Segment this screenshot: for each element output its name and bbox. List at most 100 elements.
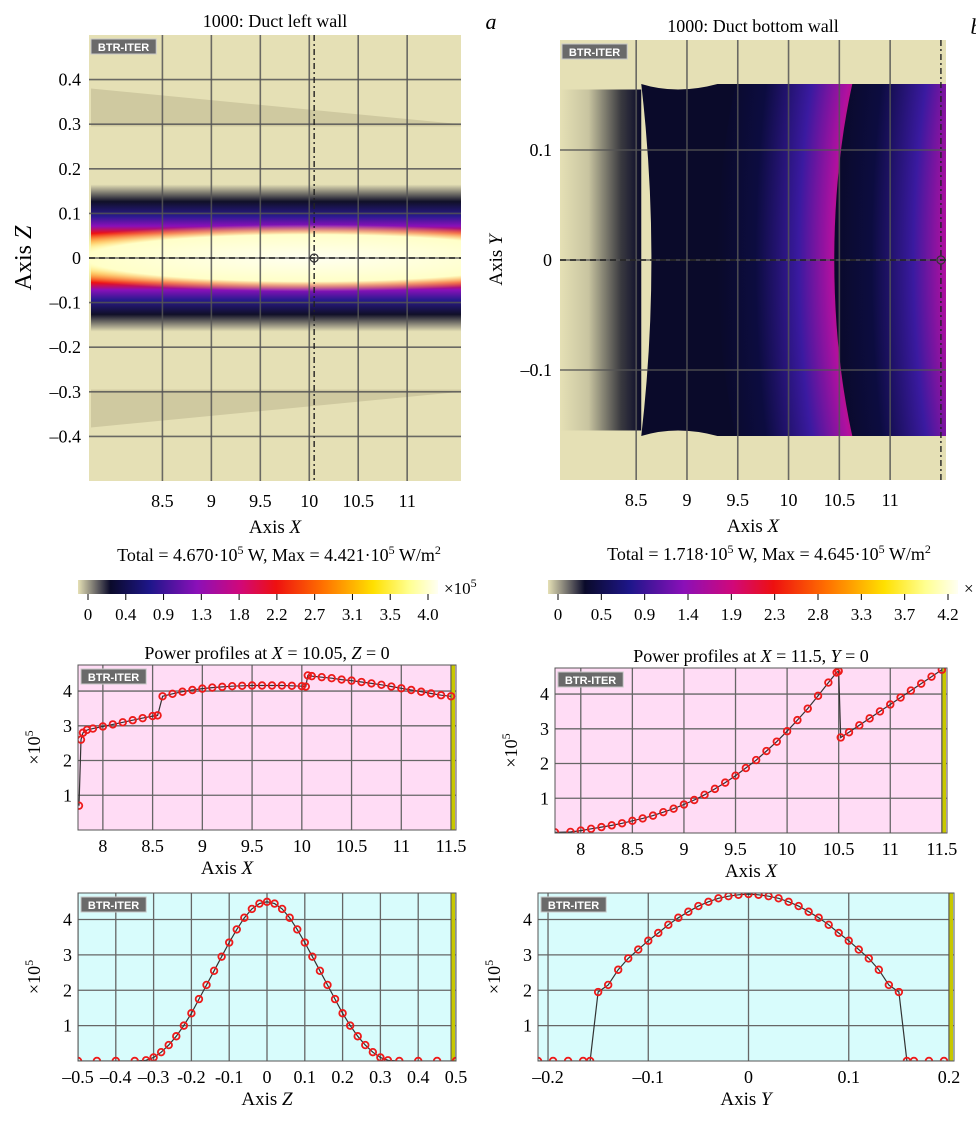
y-tick-label: 0.3 bbox=[59, 114, 82, 134]
colorbar-tick-label: 0 bbox=[554, 605, 563, 624]
data-point bbox=[628, 816, 637, 826]
colorbar-tick-label: 1.3 bbox=[191, 605, 212, 624]
data-point bbox=[782, 727, 792, 736]
line-panel-5: BTR-ITER –0.2 –0.1 0 0.1 0.2 1 2 3 4 Axis Y ×105 bbox=[482, 892, 961, 1110]
data-point bbox=[232, 925, 241, 934]
x-axis-label: Axis X bbox=[725, 861, 779, 882]
data-point bbox=[179, 1021, 189, 1030]
data-point bbox=[690, 795, 699, 805]
data-point bbox=[684, 907, 693, 916]
data-point bbox=[664, 920, 673, 930]
x-tick-label: 0.2 bbox=[938, 1067, 961, 1087]
x-tick-label: –0.1 bbox=[632, 1067, 665, 1087]
x-tick-label: 10 bbox=[780, 490, 798, 510]
x-tick-label: 0.1 bbox=[837, 1067, 860, 1087]
watermark-badge: BTR-ITER bbox=[80, 668, 147, 685]
y-tick-label: –0.2 bbox=[49, 337, 82, 357]
data-point bbox=[98, 722, 108, 731]
colorbar-multiplier: × bbox=[964, 579, 974, 598]
plot-frame bbox=[537, 892, 955, 1062]
data-point bbox=[754, 893, 763, 899]
data-point bbox=[704, 897, 713, 907]
colorbar-tick-label: 0.9 bbox=[153, 605, 174, 624]
watermark-text: BTR-ITER bbox=[98, 42, 149, 54]
data-point bbox=[741, 763, 751, 773]
data-point bbox=[158, 692, 167, 701]
data-point bbox=[654, 928, 663, 938]
x-axis-label: Axis Y bbox=[720, 1089, 774, 1110]
x-tick-label: 8 bbox=[576, 839, 585, 859]
data-point bbox=[436, 691, 446, 700]
data-point bbox=[734, 893, 743, 899]
data-point bbox=[896, 693, 905, 702]
data-point bbox=[345, 1021, 355, 1030]
colorbar-tick-label: 0.5 bbox=[591, 605, 612, 624]
x-tick-label: 9.5 bbox=[724, 839, 747, 859]
data-point bbox=[361, 1040, 370, 1050]
chart-title: 1000: Duct left wall bbox=[203, 11, 347, 31]
colorbar-tick-label: 2.7 bbox=[304, 605, 326, 624]
line-panel-2: BTR-ITER Power profiles at X = 10.05, Z =… bbox=[22, 643, 466, 879]
x-tick-label: 10 bbox=[778, 839, 796, 859]
y-tick-label: 2 bbox=[523, 980, 532, 1000]
summary-text: Total = 4.670·105 W, Max = 4.421·105 W/m… bbox=[117, 543, 441, 565]
colorbar-tick-label: 2.3 bbox=[764, 605, 785, 624]
data-point bbox=[277, 904, 287, 914]
data-point bbox=[894, 987, 904, 997]
data-point bbox=[208, 683, 217, 692]
data-point bbox=[307, 671, 316, 681]
x-tick-label: 8.5 bbox=[141, 836, 164, 856]
plot-frame bbox=[554, 667, 948, 834]
data-point bbox=[297, 681, 307, 691]
data-point bbox=[218, 682, 227, 692]
data-point bbox=[644, 936, 653, 945]
data-point bbox=[566, 827, 575, 833]
data-point bbox=[762, 746, 771, 756]
data-point bbox=[247, 904, 257, 914]
data-point bbox=[834, 668, 843, 676]
data-point bbox=[793, 715, 802, 725]
data-point bbox=[624, 954, 633, 963]
data-point bbox=[607, 821, 616, 830]
data-point bbox=[367, 679, 376, 688]
colorbar-tick-label: 0.9 bbox=[634, 605, 655, 624]
data-point bbox=[303, 671, 312, 680]
y-tick-label: –0.1 bbox=[520, 360, 553, 380]
y-axis-label: ×105 bbox=[22, 730, 44, 764]
data-point bbox=[300, 938, 309, 947]
data-point bbox=[217, 952, 226, 961]
x-tick-label: 9 bbox=[679, 839, 688, 859]
data-point bbox=[634, 945, 643, 954]
data-point bbox=[338, 1009, 347, 1018]
data-point bbox=[764, 893, 773, 901]
plot-frame bbox=[77, 664, 457, 831]
data-point bbox=[804, 907, 813, 916]
data-point bbox=[875, 707, 885, 716]
data-point bbox=[844, 936, 853, 945]
data-point bbox=[884, 980, 894, 990]
data-point bbox=[227, 681, 237, 691]
panel-letter: a bbox=[486, 9, 497, 34]
data-point bbox=[937, 668, 947, 674]
x-axis-label: Axis X bbox=[727, 516, 781, 537]
x-tick-label: -0.2 bbox=[177, 1067, 206, 1087]
x-tick-label: 8.5 bbox=[151, 491, 174, 511]
watermark-badge: BTR-ITER bbox=[540, 896, 607, 913]
watermark-text: BTR-ITER bbox=[565, 675, 616, 687]
data-point bbox=[178, 687, 187, 696]
data-point bbox=[141, 1056, 151, 1061]
y-tick-label: 3 bbox=[523, 945, 532, 965]
y-tick-label: 0.1 bbox=[530, 140, 553, 160]
watermark-text: BTR-ITER bbox=[548, 900, 599, 912]
data-point bbox=[156, 1047, 166, 1057]
data-point bbox=[194, 994, 204, 1004]
data-point bbox=[247, 681, 257, 690]
data-point bbox=[886, 700, 895, 709]
y-tick-label: 4 bbox=[540, 684, 549, 704]
data-point bbox=[714, 894, 723, 903]
x-tick-label: 10 bbox=[293, 836, 311, 856]
data-point bbox=[586, 824, 596, 833]
heatmap-area bbox=[89, 35, 461, 481]
data-point bbox=[407, 685, 416, 695]
